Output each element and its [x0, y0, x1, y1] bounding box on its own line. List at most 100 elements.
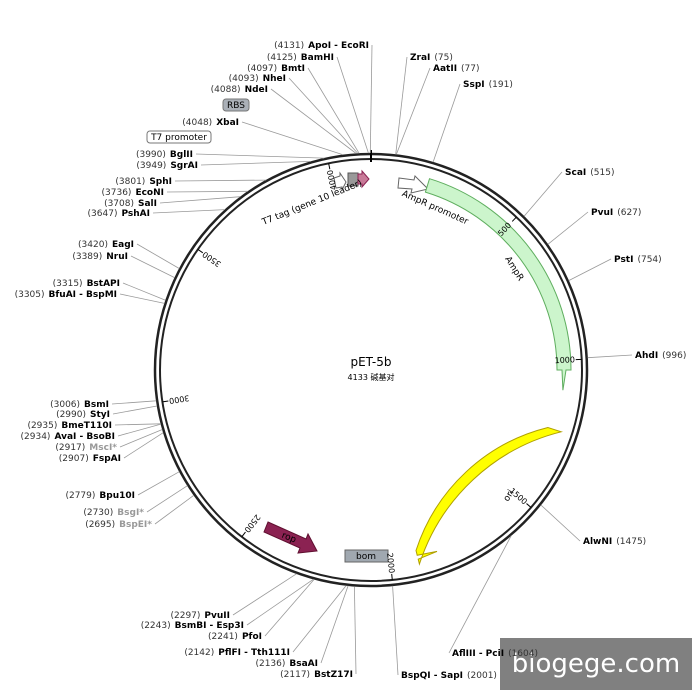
site-name: AflIII - PciI	[452, 649, 504, 659]
rop-arrow	[263, 521, 318, 554]
site-line	[392, 585, 399, 676]
site-line	[232, 573, 297, 616]
site-position: (2243)	[141, 621, 171, 631]
site-line	[195, 153, 325, 159]
ampr-arrow	[424, 178, 572, 391]
site-label: AflIII - PciI (1604)	[452, 649, 538, 659]
site-label: (2241) PfoI	[208, 632, 262, 642]
site-position: (3315)	[53, 279, 83, 289]
site-position: (3389)	[72, 252, 102, 262]
site-name: BspEI*	[119, 520, 152, 530]
site-label: (2917) MscI*	[55, 443, 117, 453]
tick-label: 2500	[242, 513, 262, 535]
rbs-box	[222, 98, 250, 112]
site-name: NheI	[263, 74, 286, 84]
site-position: (4131)	[274, 41, 304, 51]
tick-mark	[511, 216, 517, 222]
site-label: (3949) SgrAI	[136, 161, 198, 171]
site-position: (2907)	[59, 454, 89, 464]
site-name: BmtI	[281, 64, 305, 74]
site-line	[264, 579, 315, 637]
site-label: (2695) BspEI*	[85, 520, 152, 530]
site-label: (2243) BsmBI - Esp3I	[141, 621, 244, 631]
site-name: PstI	[614, 255, 633, 265]
site-line	[117, 423, 162, 437]
site-position: (2297)	[170, 611, 200, 621]
site-line	[547, 211, 589, 245]
site-position: (627)	[617, 208, 641, 218]
site-position: (4048)	[182, 118, 212, 128]
site-line	[354, 586, 357, 675]
site-line	[130, 255, 175, 278]
site-position: (996)	[662, 351, 686, 361]
site-label: (2297) PvuII	[170, 611, 230, 621]
site-label: (2117) BstZ17I	[280, 670, 353, 680]
site-line	[152, 209, 225, 214]
site-line	[111, 400, 157, 405]
tick-label: 3000	[168, 393, 189, 405]
site-name: PflFI - Tth111I	[218, 648, 290, 658]
tick-label: 1000	[554, 355, 575, 365]
site-position: (3801)	[115, 177, 145, 187]
site-position: (4125)	[267, 53, 297, 63]
site-line	[159, 196, 241, 204]
site-name: AvaI - BsoBI	[54, 432, 115, 442]
site-line	[246, 578, 314, 626]
site-name: EagI	[112, 240, 134, 250]
site-name: ApoI - EcoRI	[308, 41, 369, 51]
site-name: BfuAI - BspMI	[49, 290, 117, 300]
site-label: (3647) PshAI	[88, 209, 150, 219]
site-line	[395, 56, 408, 155]
site-label: (3990) BglII	[136, 150, 193, 160]
site-label: BspQI - SapI (2001)	[401, 671, 497, 681]
t7-promoter-label: T7 promoter	[150, 133, 207, 143]
site-line	[112, 405, 158, 415]
site-label: PvuI (627)	[591, 208, 641, 218]
site-position: (2779)	[65, 491, 95, 501]
site-position: (2935)	[27, 421, 57, 431]
site-position: (2001)	[467, 671, 497, 681]
site-label: (4125) BamHI	[267, 53, 334, 63]
site-label: (2934) AvaI - BsoBI	[21, 432, 115, 442]
features: RBS T7 promoter T7 tag (gene 10 leader) …	[146, 98, 572, 566]
ring-inner	[159, 158, 583, 582]
site-line	[448, 535, 512, 654]
site-name: NruI	[106, 252, 128, 262]
site-position: (1475)	[616, 537, 646, 547]
site-position: (3949)	[136, 161, 166, 171]
tick-mark	[241, 531, 246, 538]
site-position: (3006)	[50, 400, 80, 410]
tick-label: 2000	[385, 552, 396, 573]
site-name: BamHI	[301, 53, 334, 63]
bom-label: bom	[356, 552, 376, 562]
site-line	[523, 171, 563, 217]
site-line	[307, 67, 360, 154]
site-name: FspAI	[93, 454, 121, 464]
site-label: (3305) BfuAI - BspMI	[15, 290, 117, 300]
site-label: (4097) BmtI	[247, 64, 305, 74]
site-name: MscI*	[89, 443, 117, 453]
t7-promoter-arrow	[333, 171, 347, 191]
site-line	[119, 429, 163, 448]
t7-tag-arrow	[357, 169, 370, 189]
site-label: (4093) NheI	[229, 74, 286, 84]
watermark: biogege.com	[512, 649, 680, 679]
site-name: AatII	[433, 64, 457, 74]
site-name: BglII	[170, 150, 193, 160]
site-position: (2990)	[56, 410, 86, 420]
site-name: SphI	[149, 177, 172, 187]
site-position: (4097)	[247, 64, 277, 74]
site-position: (3708)	[104, 199, 134, 209]
site-position: (4088)	[211, 85, 241, 95]
site-position: (2934)	[21, 432, 51, 442]
site-name: BspQI - SapI	[401, 671, 463, 681]
site-name: BstAPI	[87, 279, 120, 289]
site-name: BmeT110I	[61, 421, 112, 431]
site-line	[137, 471, 180, 496]
site-position: (2695)	[85, 520, 115, 530]
site-line	[123, 432, 164, 459]
site-name: XbaI	[216, 118, 239, 128]
site-label: (2730) BsgI*	[83, 508, 144, 518]
site-position: (2117)	[280, 670, 310, 680]
site-label: AhdI (996)	[635, 351, 686, 361]
